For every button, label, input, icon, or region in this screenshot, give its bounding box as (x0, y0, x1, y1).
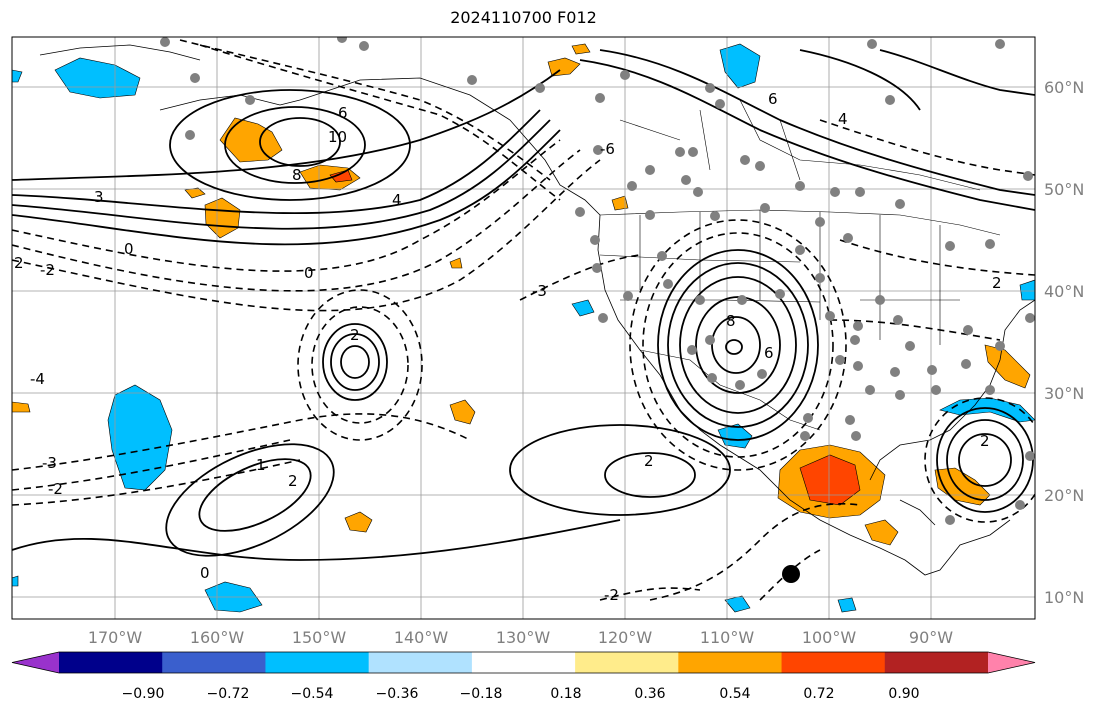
colorbar-tick-label: 0.36 (634, 686, 665, 702)
contour-label: -3 (42, 454, 57, 472)
colorbar-tick-label: −0.72 (207, 686, 250, 702)
solid-contours (12, 49, 1035, 561)
political-borders (599, 99, 1001, 431)
dashed-contours (12, 39, 1035, 601)
lon-label: 150°W (292, 628, 347, 647)
contour-label: 0 (304, 264, 314, 282)
storm-center-marker (782, 565, 800, 583)
lat-label: 20°N (1044, 486, 1084, 505)
contour-label: 0 (124, 240, 134, 258)
colorbar-segment (471, 652, 576, 673)
colorbar-tick-label: 0.18 (550, 686, 581, 702)
lon-label: 90°W (909, 628, 953, 647)
contour-label: 2 (14, 254, 24, 272)
colorbar-tick-label: 0.90 (888, 686, 919, 702)
lon-label: 160°W (190, 628, 245, 647)
colorbar-tick-label: 0.72 (803, 686, 834, 702)
contour-label: 1 (256, 456, 266, 474)
contour-label: 4 (838, 110, 848, 128)
longitude-labels: 170°W 160°W 150°W 140°W 130°W 120°W 110°… (88, 628, 953, 647)
contour-label: -2 (604, 586, 619, 604)
contour-labels: 6 10 8 4 6 4 8 6 2 2 2 2 2 0 -2 -3 -2 0 … (14, 90, 1002, 604)
negative-anomaly-shading (12, 43, 1035, 613)
map-frame (11, 36, 1036, 620)
contour-label: -4 (30, 370, 45, 388)
contour-label: -2 (48, 480, 63, 498)
lat-label: 10°N (1044, 588, 1084, 607)
lon-label: 170°W (88, 628, 143, 647)
contour-label: 8 (726, 312, 736, 330)
lon-label: 140°W (394, 628, 449, 647)
colorbar-tick-labels: −0.90 −0.72 −0.54 −0.36 −0.18 0.18 0.36 … (122, 686, 920, 702)
colorbar-segment (781, 652, 886, 673)
coastlines (39, 44, 1035, 576)
lat-label: 40°N (1044, 282, 1084, 301)
contour-label: -2 (40, 261, 55, 279)
colorbar (11, 651, 1036, 674)
contour-label: 8 (292, 166, 302, 184)
contour-label: 6 (764, 344, 774, 362)
colorbar-segment (988, 652, 1035, 673)
contour-label: 2 (288, 472, 298, 490)
colorbar-tick-label: −0.54 (291, 686, 334, 702)
lon-label: 110°W (700, 628, 755, 647)
contour-label: 3 (94, 188, 104, 206)
contour-label: 2 (992, 274, 1002, 292)
lat-label: 30°N (1044, 384, 1084, 403)
map-area (12, 37, 1035, 619)
colorbar-tick-label: 0.54 (719, 686, 750, 702)
contour-label: 2 (644, 452, 654, 470)
colorbar-tick-label: −0.36 (376, 686, 419, 702)
contour-label: 6 (338, 104, 348, 122)
lon-label: 120°W (598, 628, 653, 647)
contour-label: 4 (392, 191, 402, 209)
colorbar-segment (575, 652, 679, 673)
contour-label: 6 (768, 90, 778, 108)
colorbar-segment (884, 652, 989, 673)
contour-label: -3 (532, 282, 547, 300)
latitude-labels: 60°N 50°N 40°N 30°N 20°N 10°N (1044, 78, 1084, 607)
colorbar-segment (59, 652, 163, 673)
chart-title: 2024110700 F012 (450, 8, 597, 27)
lon-label: 100°W (802, 628, 857, 647)
contour-label: 2 (350, 326, 360, 344)
contour-label: 10 (328, 128, 347, 146)
lat-label: 50°N (1044, 180, 1084, 199)
contour-label: 0 (200, 564, 210, 582)
colorbar-outline (11, 651, 1036, 674)
contour-label: -6 (600, 140, 615, 158)
colorbar-segment (265, 652, 370, 673)
colorbar-segment (162, 652, 266, 673)
observation-dots (160, 37, 1035, 525)
colorbar-segment (12, 652, 59, 673)
colorbar-tick-label: −0.18 (460, 686, 503, 702)
lat-label: 60°N (1044, 78, 1084, 97)
colorbar-tick-label: −0.90 (122, 686, 165, 702)
contour-label: 2 (980, 432, 990, 450)
colorbar-segment (368, 652, 473, 673)
colorbar-segment (678, 652, 783, 673)
lon-label: 130°W (496, 628, 551, 647)
